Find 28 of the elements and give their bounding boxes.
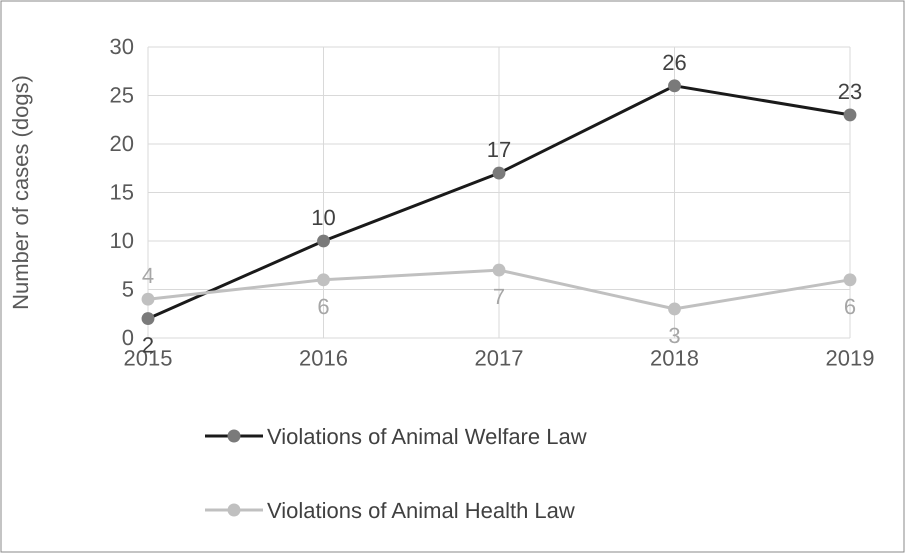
data-label: 10	[311, 205, 336, 230]
legend-label: Violations of Animal Welfare Law	[267, 424, 587, 449]
point	[142, 292, 154, 306]
x-tick-label: 2019	[826, 346, 874, 371]
y-tick-label: 10	[110, 228, 134, 254]
y-tick-label: 30	[110, 34, 134, 60]
y-tick-label: 25	[110, 82, 134, 108]
y-tick-label: 15	[110, 180, 134, 205]
y-tick-label: 0	[122, 325, 134, 350]
x-tick-label: 2018	[650, 346, 699, 371]
data-label: 4	[142, 263, 154, 288]
data-label: 6	[317, 294, 330, 319]
x-tick-label: 2016	[299, 346, 348, 371]
y-tick-label: 20	[110, 131, 134, 156]
point	[492, 264, 506, 277]
y-axis-title: Number of cases (dogs)	[8, 75, 33, 310]
point	[668, 302, 681, 316]
x-tick-label: 2017	[474, 346, 524, 371]
data-label: 26	[662, 50, 687, 75]
data-label: 6	[844, 294, 856, 319]
point	[317, 273, 330, 286]
legend-label: Violations of Animal Health Law	[267, 498, 575, 523]
y-tick-label: 5	[122, 276, 134, 302]
data-label: 17	[486, 137, 512, 162]
data-label: 3	[668, 322, 681, 348]
data-label: 7	[492, 284, 506, 310]
data-label: 23	[838, 78, 862, 104]
point	[844, 273, 856, 286]
